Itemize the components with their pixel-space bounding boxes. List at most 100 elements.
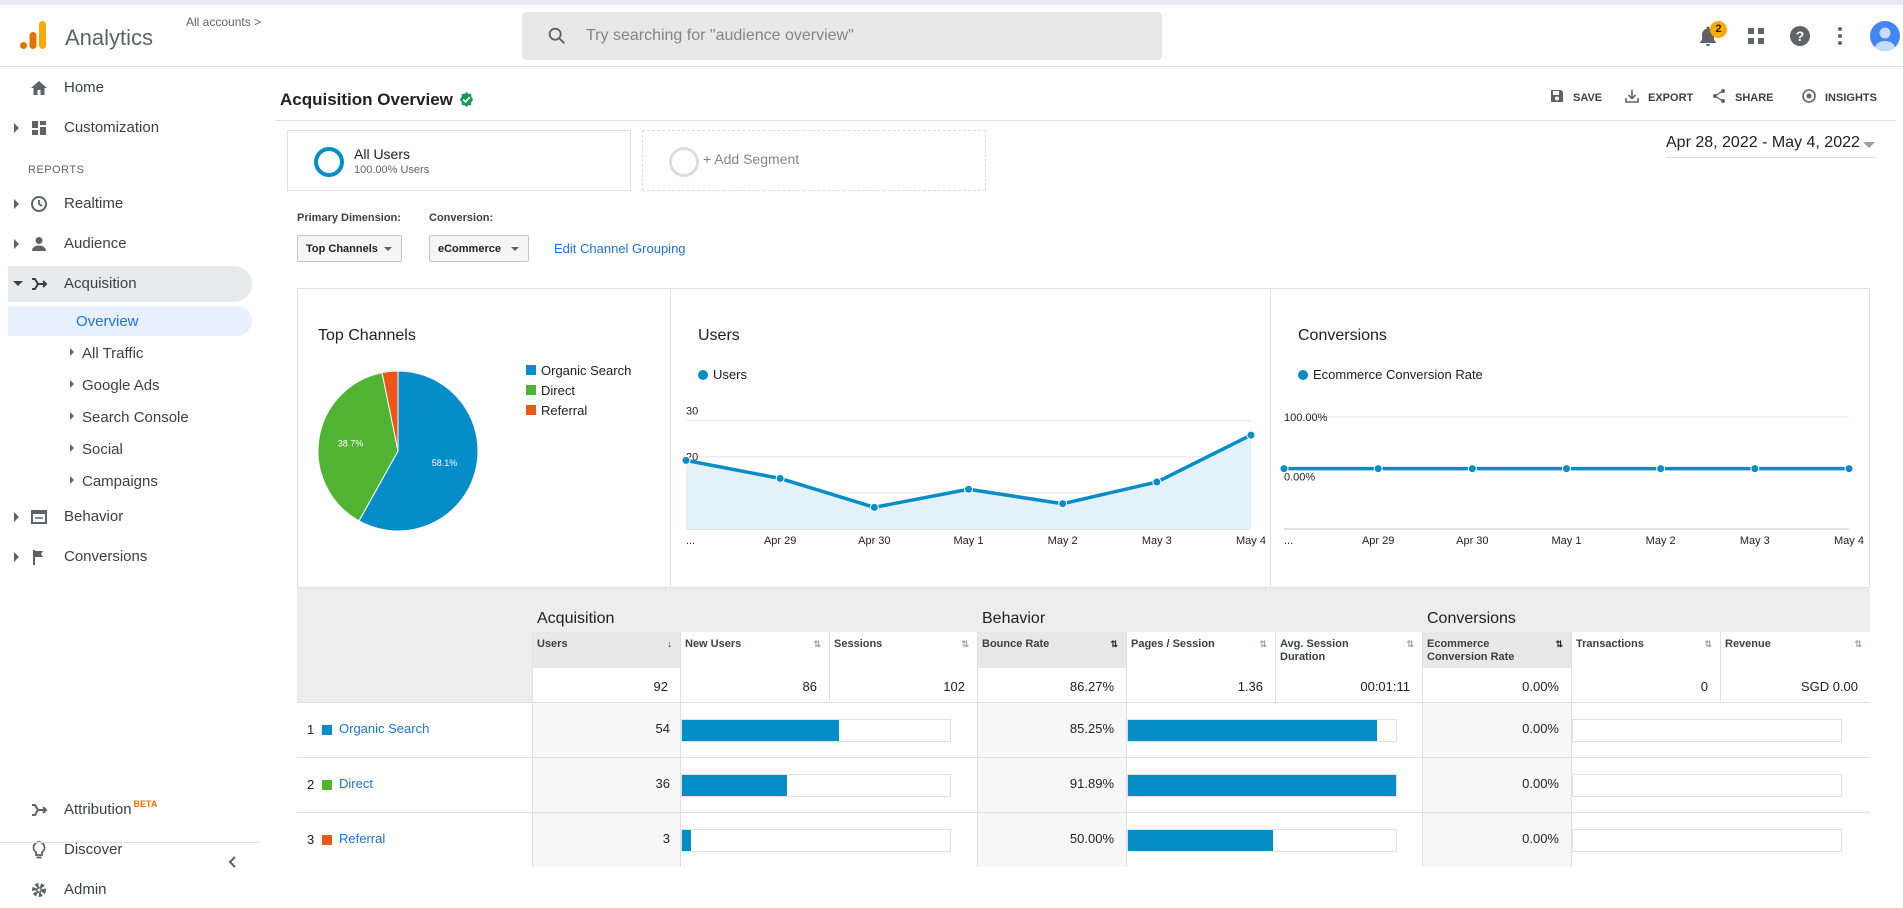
sidebar-item-audience[interactable]: Audience	[8, 226, 252, 262]
date-range-picker[interactable]: Apr 28, 2022 - May 4, 2022	[1666, 134, 1876, 158]
column-label: Ecommerce Conversion Rate	[1427, 638, 1515, 663]
search-icon	[548, 27, 565, 44]
sidebar-item-conversions[interactable]: Conversions	[8, 539, 252, 575]
add-segment-button[interactable]: + Add Segment	[642, 130, 986, 191]
group-conversions: Conversions	[1427, 610, 1516, 627]
column-label: New Users	[685, 638, 742, 650]
col-bounce-rate[interactable]: Bounce Rate ⇅	[977, 632, 1126, 668]
legend-label: Organic Search	[541, 363, 632, 378]
channel-link[interactable]: Direct	[339, 776, 373, 791]
caret-down-icon	[511, 247, 519, 251]
sidebar-item-realtime[interactable]: Realtime	[8, 186, 252, 222]
users-bar-cell	[680, 813, 977, 867]
col-new-users[interactable]: New Users ⇅	[680, 632, 829, 668]
save-label: SAVE	[1573, 92, 1603, 104]
sidebar-item-search-console[interactable]: Search Console	[8, 402, 252, 432]
column-label: Sessions	[834, 638, 883, 650]
col-revenue[interactable]: Revenue ⇅	[1720, 632, 1870, 668]
primary-dimension-dropdown[interactable]: Top Channels	[297, 235, 402, 262]
total-avg-session-duration: 00:01:11	[1275, 668, 1422, 702]
total-value: 1.36	[1237, 679, 1263, 694]
x-tick-label: Apr 30	[858, 535, 890, 547]
pie-slice	[381, 370, 399, 452]
help-icon[interactable]: ?	[1788, 24, 1812, 48]
sidebar-item-behavior[interactable]: Behavior	[8, 499, 252, 535]
sidebar-item-overview[interactable]: Overview	[8, 306, 252, 336]
bounce-cell: 91.89%	[977, 758, 1126, 812]
more-vert-icon[interactable]	[1828, 24, 1852, 48]
caret-right-icon	[14, 123, 19, 133]
sidebar-label: Admin	[64, 881, 107, 898]
data-point	[1058, 499, 1068, 509]
total-pages-session: 1.36	[1126, 668, 1275, 702]
caret-right-icon	[70, 444, 74, 452]
group-behavior: Behavior	[982, 610, 1046, 627]
table-row: 1 Organic Search 54 85.25% 0.00%	[297, 702, 1870, 757]
sidebar-item-customization[interactable]: Customization	[8, 110, 252, 146]
revenue-bar-cell	[1571, 703, 1870, 757]
date-range-label: Apr 28, 2022 - May 4, 2022	[1666, 134, 1860, 151]
data-point	[1246, 430, 1256, 440]
sidebar-label: Attribution	[64, 801, 132, 818]
search-input[interactable]: Try searching for "audience overview"	[586, 27, 854, 44]
pages-bar-fill	[1128, 830, 1273, 851]
group-acquisition: Acquisition	[537, 610, 615, 627]
segment-sublabel: 100.00% Users	[354, 164, 430, 176]
edit-channel-grouping-link[interactable]: Edit Channel Grouping	[554, 241, 686, 256]
channel-link[interactable]: Organic Search	[339, 721, 430, 736]
chevron-left-icon[interactable]	[226, 855, 240, 869]
pages-bar	[1127, 829, 1397, 852]
conversions-line-chart[interactable]: 100.00% 0.00%... Apr 29 Apr 30 May 1 May 2 May…	[1274, 389, 1864, 549]
sidebar-item-attribution[interactable]: Attribution BETA	[8, 792, 252, 828]
top-channels-pie-chart[interactable]: 58.1% 38.7%	[316, 369, 480, 533]
col-pages-session[interactable]: Pages / Session ⇅	[1126, 632, 1275, 668]
total-value: 102	[943, 679, 965, 694]
sidebar: Home Customization REPORTS Realtime Audi…	[0, 68, 260, 898]
users-bar	[681, 829, 951, 852]
sidebar-item-discover[interactable]: Discover	[8, 832, 252, 868]
segment-ring-icon	[669, 147, 699, 177]
sidebar-item-all-traffic[interactable]: All Traffic	[8, 338, 252, 368]
sidebar-item-campaigns[interactable]: Campaigns	[8, 466, 252, 496]
bounce-value: 50.00%	[1069, 831, 1114, 846]
conversion-dropdown[interactable]: eCommerce	[429, 235, 529, 262]
segment-all-users[interactable]: All Users 100.00% Users	[287, 130, 631, 191]
analytics-logo-icon[interactable]	[19, 19, 47, 51]
home-icon	[31, 81, 47, 95]
dashboard-icon	[32, 121, 46, 135]
app-header: Analytics All accounts > Try searching f…	[0, 5, 1903, 67]
sidebar-item-acquisition[interactable]: Acquisition	[8, 266, 252, 302]
sidebar-item-admin[interactable]: Admin	[8, 872, 252, 908]
data-point	[1562, 464, 1571, 474]
caret-right-icon	[14, 199, 19, 209]
legend-swatch	[526, 405, 536, 415]
col-avg-session-duration[interactable]: Avg. Session Duration ⇅	[1275, 632, 1422, 668]
row-rank: 3	[307, 832, 315, 847]
beta-badge: BETA	[133, 799, 158, 809]
total-users: 92	[532, 668, 680, 702]
sidebar-label: Overview	[76, 313, 139, 330]
all-accounts-link[interactable]: All accounts >	[186, 15, 262, 29]
channel-link[interactable]: Referral	[339, 831, 386, 846]
account-avatar[interactable]	[1870, 21, 1900, 51]
area-fill	[686, 435, 1251, 529]
col-sessions[interactable]: Sessions ⇅	[829, 632, 977, 668]
sidebar-item-social[interactable]: Social	[8, 434, 252, 464]
col-transactions[interactable]: Transactions ⇅	[1571, 632, 1720, 668]
users-bar	[681, 719, 951, 742]
data-point	[1844, 464, 1854, 474]
legend-swatch	[526, 365, 536, 375]
col-ecommerce-conversion-rate[interactable]: Ecommerce Conversion Rate ⇅	[1422, 632, 1571, 668]
users-cell: 36	[532, 758, 680, 812]
users-value: 54	[655, 721, 670, 736]
search-bar[interactable]: Try searching for "audience overview"	[522, 12, 1162, 60]
apps-grid-icon[interactable]	[1744, 24, 1768, 48]
sidebar-item-google-ads[interactable]: Google Ads	[8, 370, 252, 400]
attribution-icon	[32, 804, 48, 816]
sidebar-item-home[interactable]: Home	[8, 70, 252, 106]
col-users[interactable]: Users ↓	[532, 632, 680, 668]
x-tick-label: ...	[1284, 535, 1293, 547]
channels-table: Acquisition Behavior Conversions Users ↓ …	[297, 588, 1870, 883]
pie-label: 58.1%	[432, 458, 458, 468]
